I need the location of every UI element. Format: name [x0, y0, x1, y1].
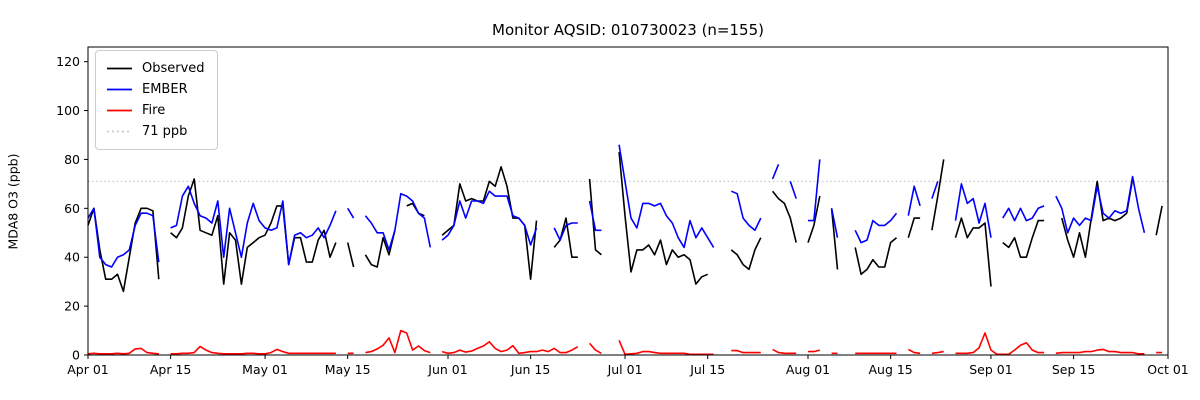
- y-axis-tick-label: 40: [64, 250, 80, 265]
- legend-box: Observed EMBER Fire 71 ppb: [95, 50, 218, 150]
- x-axis-tick-label: Jul 01: [607, 362, 643, 377]
- y-axis-tick-label: 20: [64, 299, 80, 314]
- y-axis-tick-label: 100: [56, 103, 80, 118]
- y-axis-tick-label: 120: [56, 54, 80, 69]
- legend-item-ember: EMBER: [106, 79, 205, 100]
- legend-line-swatch: [107, 88, 132, 91]
- legend-item-observed: Observed: [106, 58, 205, 79]
- chart-title: Monitor AQSID: 010730023 (n=155): [492, 21, 764, 39]
- y-axis-label: MDA8 O3 (ppb): [5, 153, 21, 250]
- x-axis-tick-label: May 01: [242, 362, 288, 377]
- legend-item-71-ppb: 71 ppb: [106, 121, 205, 142]
- x-axis-tick-label: Aug 15: [868, 362, 912, 377]
- x-axis-tick-label: Apr 15: [150, 362, 192, 377]
- y-axis-tick-label: 60: [64, 201, 80, 216]
- legend-label: 71 ppb: [142, 124, 188, 139]
- x-axis-tick-label: Aug 01: [786, 362, 830, 377]
- observed-line: [87, 152, 1163, 293]
- x-axis-tick-label: Oct 01: [1147, 362, 1189, 377]
- x-axis-tick-label: May 15: [325, 362, 371, 377]
- legend-label: EMBER: [142, 82, 188, 97]
- x-axis-tick-label: Jun 01: [427, 362, 467, 377]
- legend-item-fire: Fire: [106, 100, 205, 121]
- legend-line-swatch: [107, 67, 132, 70]
- x-axis-tick-label: Apr 01: [67, 362, 109, 377]
- plot-border: [87, 46, 1169, 356]
- x-axis-tick-label: Jul 15: [689, 362, 725, 377]
- fire-line: [87, 329, 1163, 356]
- x-axis-tick-label: Sep 01: [969, 362, 1012, 377]
- legend-line-swatch: [107, 130, 132, 133]
- legend-line-swatch: [107, 109, 132, 112]
- x-axis-tick-label: Jun 15: [510, 362, 550, 377]
- legend-label: Observed: [142, 61, 205, 76]
- y-axis-tick-label: 80: [64, 152, 80, 167]
- x-axis-tick-label: Sep 15: [1052, 362, 1095, 377]
- ember-line: [87, 144, 1146, 268]
- y-axis-tick-label: 0: [72, 348, 80, 363]
- legend-label: Fire: [142, 103, 166, 118]
